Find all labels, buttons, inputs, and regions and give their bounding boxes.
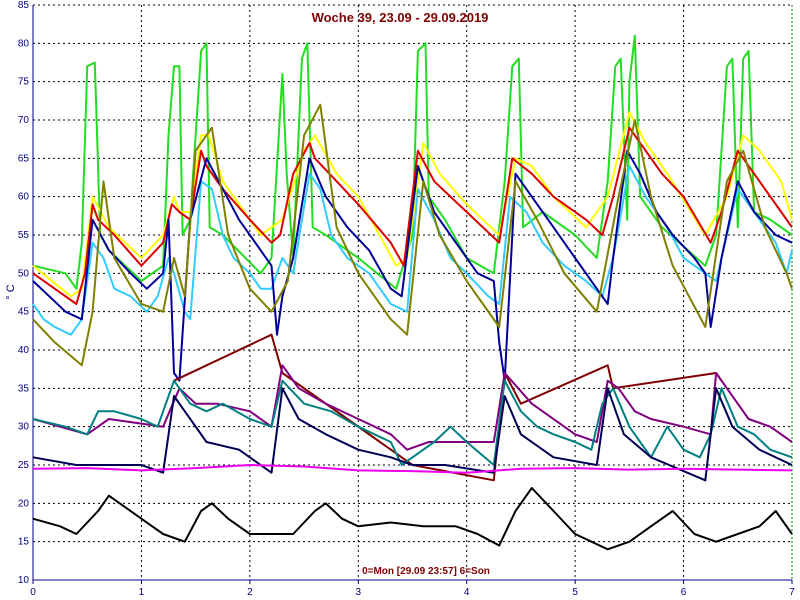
series-line-3 [32,126,793,305]
y-tick-label: 50 [18,268,30,279]
y-tick-label: 40 [18,345,30,356]
x-tick-label: 3 [356,587,362,598]
series-group [32,34,793,551]
y-tick-label: 15 [18,537,30,548]
y-tick-label: 80 [18,38,30,49]
y-tick-label: 45 [18,307,30,318]
series-line-9 [32,379,793,466]
y-tick-label: 10 [18,575,30,586]
y-tick-label: 30 [18,422,30,433]
y-tick-label: 75 [18,77,30,88]
y-axis-label: ° C [5,284,17,299]
x-tick-label: 6 [681,587,687,598]
y-tick-label: 35 [18,383,30,394]
series-line-10 [32,387,793,482]
series-line-5 [32,149,793,382]
x-tick-label: 2 [247,587,253,598]
y-tick-label: 55 [18,230,30,241]
y-tick-label: 65 [18,153,30,164]
y-tick-label: 60 [18,192,30,203]
x-tick-label: 0 [30,587,36,598]
x-tick-label: 1 [139,587,145,598]
y-tick-label: 70 [18,115,30,126]
series-line-11 [32,464,793,474]
y-tick-label: 85 [18,0,30,11]
series-line-12 [32,487,793,551]
x-tick-label: 7 [789,587,795,598]
series-line-8 [32,364,793,451]
x-tick-label: 5 [572,587,578,598]
x-axis-label: 0=Mon [29.09 23:57] 6=Son [362,566,490,577]
y-tick-label: 25 [18,460,30,471]
x-tick-label: 4 [464,587,470,598]
y-tick-label: 20 [18,498,30,509]
chart-title: Woche 39, 23.09 - 29.09.2019 [312,10,489,25]
series-line-6 [32,103,793,367]
